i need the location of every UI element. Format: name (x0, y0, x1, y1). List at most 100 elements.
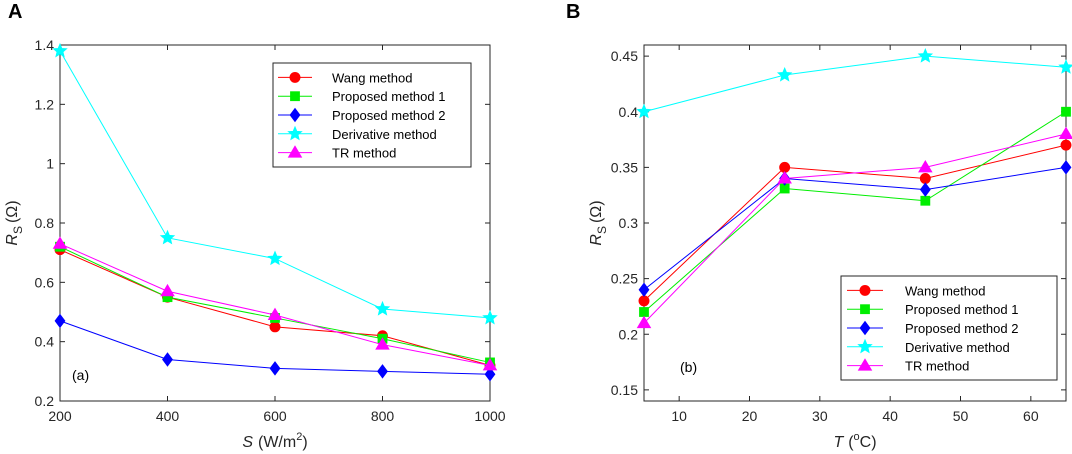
legend-label: TR method (332, 146, 396, 161)
data-point (779, 161, 791, 173)
y-tick-label: 0.2 (35, 393, 55, 409)
data-point (482, 358, 498, 371)
panel-annotation: (a) (72, 367, 89, 383)
x-axis-unit: (W/m (258, 434, 296, 451)
legend-label: Proposed method 1 (905, 302, 1018, 317)
data-point (269, 321, 281, 333)
y-axis-unit: (Ω) (4, 200, 21, 223)
data-point (636, 315, 652, 329)
data-point (482, 309, 498, 325)
legend-marker (289, 71, 301, 83)
y-axis-subscript: S (11, 226, 25, 234)
x-axis-unit-superscript: 2 (296, 431, 302, 443)
legend: Wang method Proposed method 1 Proposed met… (272, 62, 472, 168)
data-point (52, 42, 68, 58)
data-point (162, 352, 173, 367)
x-tick-label: 20 (742, 408, 758, 424)
panel-annotation: (b) (680, 359, 697, 375)
legend-marker (289, 107, 301, 123)
y-tick-label: 1.2 (35, 96, 55, 112)
legend-label: Wang method (332, 70, 412, 85)
series-proposed-method-2 (54, 313, 496, 382)
x-axis-unit: ( (848, 434, 854, 451)
legend-marker (860, 304, 870, 315)
y-tick-label: 0.8 (35, 215, 55, 231)
data-point (638, 282, 650, 297)
x-tick-label: 200 (48, 408, 72, 424)
data-point (777, 171, 792, 184)
data-point (638, 295, 650, 307)
data-point (919, 182, 931, 197)
legend-label: Proposed method 1 (332, 89, 445, 104)
x-tick-label: 10 (671, 408, 687, 424)
data-point (375, 337, 390, 350)
series-tr-method (52, 236, 498, 371)
series-line (643, 55, 1067, 113)
data-point (636, 103, 652, 119)
data-point (52, 236, 68, 249)
y-axis-variable: R (4, 234, 21, 246)
data-point (1058, 126, 1072, 139)
y-tick-label: 0.15 (611, 382, 638, 398)
legend-label: Proposed method 2 (332, 108, 445, 123)
legend: Wang method Proposed method 1 Proposed met… (840, 275, 1058, 381)
y-axis-unit: (Ω) (588, 200, 605, 223)
series-tr-method (636, 126, 1072, 329)
legend-marker (857, 358, 873, 371)
data-point (159, 229, 176, 245)
series-line (643, 133, 1067, 324)
legend-marker (859, 284, 871, 296)
x-tick-label: 400 (156, 408, 180, 424)
data-point (918, 159, 933, 173)
x-axis-variable: S (242, 434, 253, 451)
legend-label: Derivative method (905, 340, 1010, 355)
y-tick-label: 1 (46, 156, 54, 172)
chart-panel-b: B10 20 30 40 50 600.150.20.250.30.350.40.45T(… (566, 1, 1072, 451)
data-point (267, 307, 283, 320)
y-axis-variable: R (588, 234, 605, 246)
legend-label: TR method (905, 359, 969, 374)
data-point (377, 364, 388, 379)
data-point (1060, 160, 1072, 175)
panel-letter: A (8, 1, 22, 23)
series-derivative-method (636, 48, 1072, 119)
x-axis-variable: T (833, 434, 844, 451)
y-tick-label: 0.3 (619, 215, 639, 231)
legend-label: Proposed method 2 (905, 321, 1018, 336)
data-point (639, 307, 649, 317)
legend-label: Wang method (905, 283, 985, 298)
series-line (643, 166, 1067, 291)
y-tick-label: 0.25 (611, 271, 638, 287)
series-wang-method (54, 244, 496, 371)
chart-panel-a: A 200 400 600 800 1000 0.2 0.4 0.6 0.8 1 1.2 1.4 S (W/… (4, 1, 506, 451)
data-point (776, 66, 793, 82)
data-point (919, 173, 931, 184)
x-axis-unit-end: ) (302, 434, 307, 451)
x-tick-label: 60 (1023, 408, 1039, 424)
x-axis-label: T (oC) (833, 431, 876, 451)
data-point (374, 300, 391, 316)
legend-marker (287, 125, 303, 141)
series-line (59, 246, 491, 363)
data-point (54, 313, 66, 329)
x-tick-label: 40 (882, 408, 898, 424)
x-axis-unit-end: C) (860, 434, 877, 451)
legend-label: Derivative method (332, 127, 437, 142)
data-point (269, 361, 281, 376)
y-tick-label: 0.2 (619, 326, 639, 342)
y-axis-label: RS (Ω) (4, 200, 25, 245)
data-point (484, 367, 496, 382)
legend-marker (857, 338, 873, 354)
y-tick-label: 0.6 (35, 274, 55, 290)
series-derivative-method (52, 42, 498, 325)
data-point (1058, 59, 1072, 74)
data-point (1060, 139, 1072, 151)
data-point (920, 195, 931, 206)
y-tick-label: 0.4 (619, 104, 639, 120)
x-tick-label: 600 (263, 408, 287, 424)
y-axis-subscript: S (595, 226, 609, 234)
x-tick-label: 1000 (474, 408, 505, 424)
data-point (1061, 106, 1071, 117)
x-axis-unit-superscript: o (854, 431, 860, 443)
